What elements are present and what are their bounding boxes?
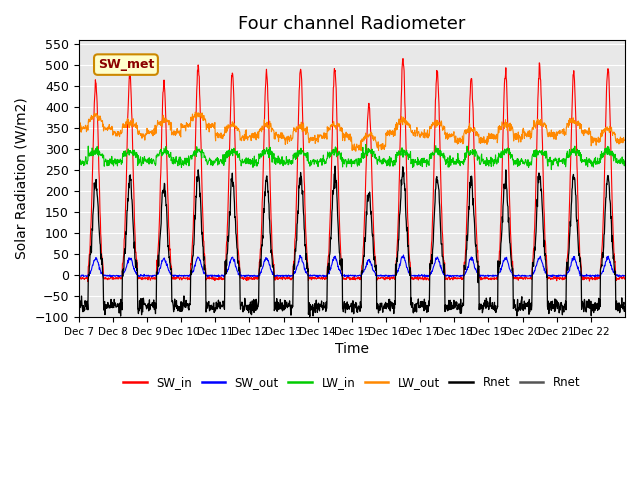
Title: Four channel Radiometer: Four channel Radiometer bbox=[238, 15, 465, 33]
Text: SW_met: SW_met bbox=[98, 58, 154, 71]
Legend: SW_in, SW_out, LW_in, LW_out, Rnet, Rnet: SW_in, SW_out, LW_in, LW_out, Rnet, Rnet bbox=[118, 372, 585, 394]
Y-axis label: Solar Radiation (W/m2): Solar Radiation (W/m2) bbox=[15, 97, 29, 259]
X-axis label: Time: Time bbox=[335, 342, 369, 356]
